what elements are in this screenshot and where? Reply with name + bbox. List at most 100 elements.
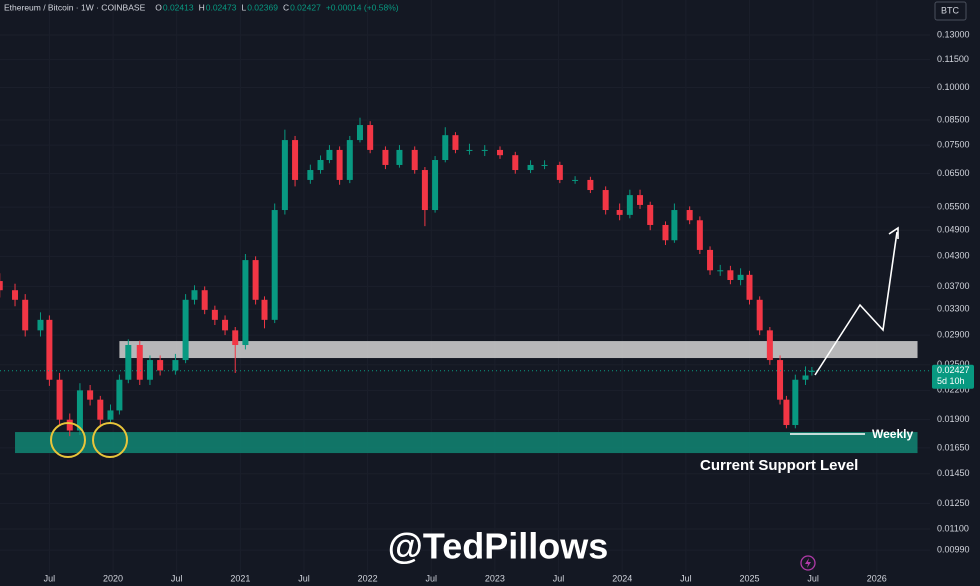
candle-body: [497, 149, 504, 156]
y-tick-label: 0.10000: [937, 82, 970, 92]
candle-body: [792, 379, 799, 426]
ohlc-value: 0.02369: [247, 2, 278, 12]
y-tick-label: 0.02500: [937, 359, 970, 369]
candle-body: [346, 140, 353, 180]
candle-body: [746, 274, 753, 300]
ohlc-key: L: [241, 2, 246, 12]
candle-body: [541, 164, 548, 166]
ohlc-value: 0.02473: [206, 2, 237, 12]
symbol: Ethereum / Bitcoin · 1W · COINBASE: [4, 2, 146, 12]
candle-body: [182, 299, 189, 361]
candle-body: [766, 330, 773, 361]
grid: [0, 0, 930, 575]
watermark: @TedPillows: [388, 526, 608, 567]
candle-body: [252, 260, 259, 300]
candle-body: [125, 345, 132, 380]
x-tick-label: Jul: [553, 573, 565, 583]
ohlc-key: H: [199, 2, 205, 12]
candle-body: [783, 399, 790, 426]
candle-body: [261, 299, 268, 320]
candle-body: [727, 270, 734, 281]
candle-body: [336, 149, 343, 180]
candle-body: [22, 299, 29, 331]
y-tick-label: 0.01650: [937, 442, 970, 452]
candle-body: [396, 149, 403, 165]
candle-body: [572, 179, 579, 181]
candle-body: [0, 281, 3, 291]
candle-body: [232, 330, 239, 346]
candle-body: [37, 319, 44, 331]
price-axis-bg: [930, 0, 980, 586]
candle-body: [662, 224, 669, 241]
highlight-circle: [92, 422, 128, 458]
candle-body: [452, 135, 459, 150]
candle-body: [432, 160, 439, 211]
y-tick-label: 0.06500: [937, 168, 970, 178]
candle-body: [172, 360, 179, 371]
candle-body: [602, 190, 609, 211]
candle-body: [466, 149, 473, 151]
y-tick-label: 0.01250: [937, 498, 970, 508]
candle-body: [647, 204, 654, 225]
candle-body: [442, 135, 449, 161]
x-tick-label: Jul: [807, 573, 819, 583]
candle-body: [271, 210, 278, 320]
last-price-label: 0.02427: [937, 365, 970, 375]
x-tick-label: Jul: [171, 573, 183, 583]
candle-body: [107, 410, 114, 420]
candle-body: [12, 290, 19, 300]
candle-body: [527, 164, 534, 171]
candle-body: [717, 270, 724, 272]
candle-body: [556, 164, 563, 180]
candle-body: [292, 140, 299, 180]
x-tick-label: Jul: [426, 573, 438, 583]
y-tick-label: 0.01100: [937, 523, 969, 533]
candle-body: [671, 210, 678, 241]
y-tick-label: 0.01900: [937, 414, 970, 424]
candle-body: [211, 309, 218, 320]
drawings: Weekly Current Support Level @TedPillows: [50, 226, 913, 571]
candle-body: [356, 125, 363, 141]
candle-body: [116, 379, 123, 411]
candle-body: [157, 360, 164, 371]
y-tick-label: 0.02900: [937, 329, 970, 339]
header: Ethereum / Bitcoin · 1W · COINBASE O 0.02…: [4, 2, 399, 12]
candle-body: [66, 419, 73, 431]
x-tick-label: 2021: [230, 573, 250, 583]
candle-body: [626, 195, 633, 215]
candle-body: [696, 220, 703, 250]
arrow-head: [888, 226, 899, 239]
support-label: Current Support Level: [700, 457, 858, 474]
x-tick-label: Jul: [298, 573, 310, 583]
candle-body: [777, 360, 784, 400]
ohlc-key: O: [155, 2, 162, 12]
candles: [0, 117, 930, 437]
candle-body: [307, 170, 314, 180]
x-tick-label: Jul: [44, 573, 56, 583]
candle-body: [616, 210, 623, 215]
x-tick-label: 2025: [739, 573, 759, 583]
alert-icon[interactable]: [800, 555, 816, 571]
y-tick-label: 0.02200: [937, 385, 970, 395]
candle-body: [481, 149, 488, 151]
candle-body: [317, 160, 324, 171]
candle-body: [191, 290, 198, 300]
candle-body: [242, 260, 249, 346]
countdown: 5d 10h: [937, 376, 965, 386]
x-tick-label: 2022: [358, 573, 378, 583]
zones: [15, 341, 918, 454]
candle-body: [512, 155, 519, 171]
candle-body: [56, 379, 63, 420]
x-tick-label: 2024: [612, 573, 632, 583]
x-tick-label: 2023: [485, 573, 505, 583]
currency-box[interactable]: [934, 1, 967, 21]
y-tick-label: 0.01450: [937, 468, 970, 478]
candle-body: [46, 319, 53, 380]
candle-body: [756, 299, 763, 331]
candle-body: [802, 375, 809, 380]
x-tick-label: 2020: [103, 573, 123, 583]
candle-body: [136, 345, 143, 380]
candle-body: [707, 249, 714, 271]
